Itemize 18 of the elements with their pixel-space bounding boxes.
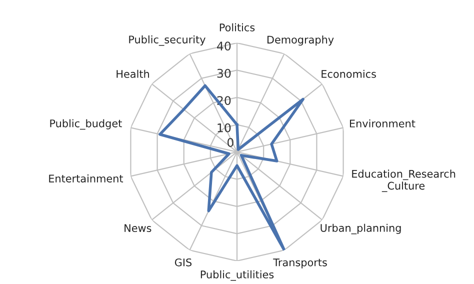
y-tick-label: 10	[218, 123, 231, 132]
spoke-label: Education_Research _Culture	[352, 170, 456, 192]
spoke-label: Demography	[267, 36, 334, 46]
spoke-label: Urban_planning	[320, 224, 401, 234]
spoke-label: GIS	[174, 258, 192, 266]
spoke-label: News	[124, 224, 152, 232]
spoke-label: Public_utilities	[200, 270, 274, 281]
spoke-label: Environment	[350, 119, 416, 128]
spoke-label: Politics	[220, 23, 255, 32]
y-tick-label: 0	[227, 138, 234, 147]
spoke-label: Transports	[273, 258, 327, 268]
spoke-label: Entertainment	[49, 174, 124, 182]
spoke-label: Public_budget	[50, 119, 122, 130]
spoke-label: Health	[116, 70, 149, 78]
y-tick-label: 30	[217, 68, 231, 78]
spoke-label: Economics	[322, 70, 376, 78]
spoke-label: Public_security	[129, 35, 206, 46]
y-tick-label: 40	[217, 42, 231, 51]
